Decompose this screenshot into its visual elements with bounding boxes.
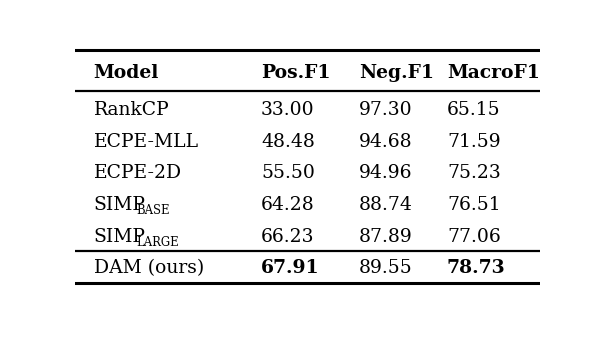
Text: 76.51: 76.51 — [447, 196, 500, 214]
Text: 55.50: 55.50 — [261, 164, 315, 182]
Text: 71.59: 71.59 — [447, 133, 500, 151]
Text: 65.15: 65.15 — [447, 101, 500, 119]
Text: 48.48: 48.48 — [261, 133, 315, 151]
Text: SIMP: SIMP — [94, 228, 145, 246]
Text: LARGE: LARGE — [136, 236, 179, 249]
Text: 75.23: 75.23 — [447, 164, 501, 182]
Text: 88.74: 88.74 — [359, 196, 413, 214]
Text: BASE: BASE — [136, 204, 170, 218]
Text: DAM (ours): DAM (ours) — [94, 259, 204, 277]
Text: Neg.F1: Neg.F1 — [359, 64, 434, 81]
Text: 89.55: 89.55 — [359, 259, 412, 277]
Text: 97.30: 97.30 — [359, 101, 412, 119]
Text: 33.00: 33.00 — [261, 101, 314, 119]
Text: 66.23: 66.23 — [261, 228, 314, 246]
Text: 64.28: 64.28 — [261, 196, 315, 214]
Text: 94.68: 94.68 — [359, 133, 412, 151]
Text: RankCP: RankCP — [94, 101, 169, 119]
Text: ECPE-2D: ECPE-2D — [94, 164, 182, 182]
Text: Pos.F1: Pos.F1 — [261, 64, 331, 81]
Text: ECPE-MLL: ECPE-MLL — [94, 133, 199, 151]
Text: 87.89: 87.89 — [359, 228, 412, 246]
Text: SIMP: SIMP — [94, 196, 145, 214]
Text: 78.73: 78.73 — [447, 259, 506, 277]
Text: 94.96: 94.96 — [359, 164, 412, 182]
Text: 77.06: 77.06 — [447, 228, 501, 246]
Text: MacroF1: MacroF1 — [447, 64, 540, 81]
Text: Model: Model — [94, 64, 159, 81]
Text: 67.91: 67.91 — [261, 259, 320, 277]
